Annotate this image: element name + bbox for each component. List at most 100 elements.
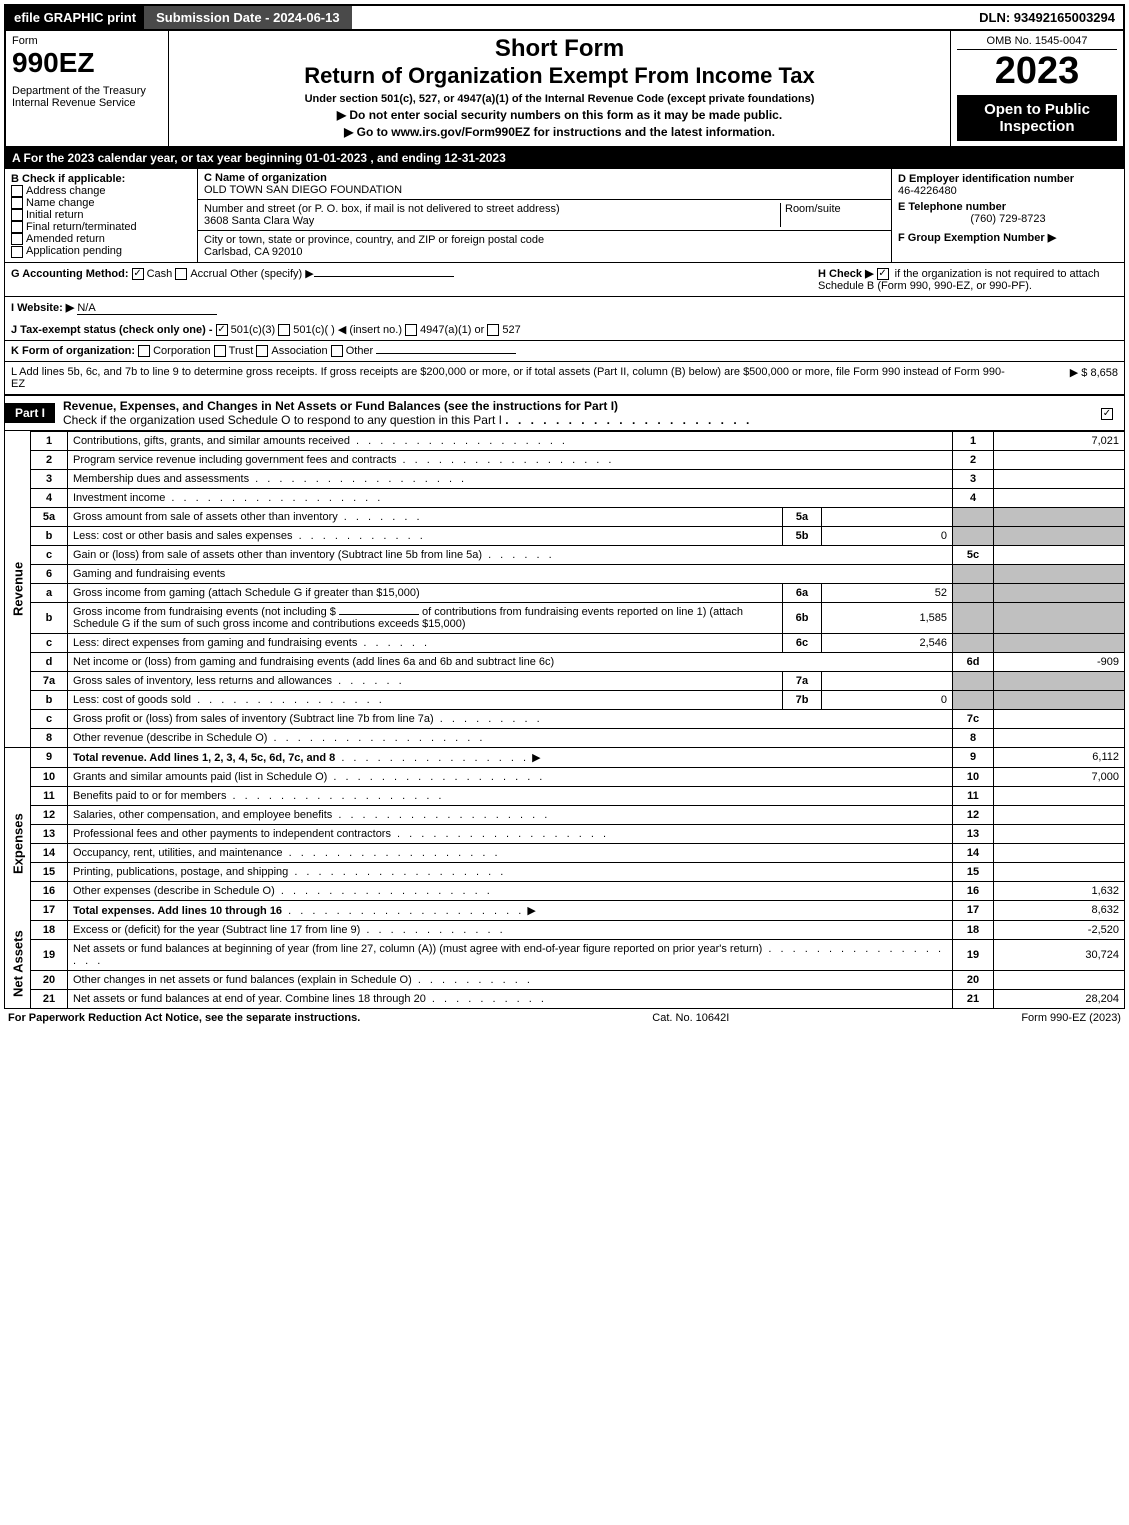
efile-print-label[interactable]: efile GRAPHIC print — [6, 6, 144, 29]
short-form-title: Short Form — [175, 35, 944, 63]
omb-number: OMB No. 1545-0047 — [957, 35, 1117, 50]
line4-val — [994, 488, 1125, 507]
line7b-desc: Less: cost of goods sold — [73, 694, 191, 706]
line12-num: 12 — [953, 805, 994, 824]
line12-val — [994, 805, 1125, 824]
footer-left: For Paperwork Reduction Act Notice, see … — [8, 1012, 360, 1024]
line8-val — [994, 728, 1125, 747]
line6c-subnum: 6c — [783, 633, 822, 652]
k-other-input[interactable] — [376, 353, 516, 354]
k-corp: Corporation — [153, 345, 210, 357]
line11-num: 11 — [953, 786, 994, 805]
footer-mid: Cat. No. 10642I — [652, 1012, 729, 1024]
checkbox-501c3[interactable] — [216, 324, 228, 336]
line6b-input[interactable] — [339, 614, 419, 615]
line5a-desc: Gross amount from sale of assets other t… — [73, 511, 338, 523]
checkbox-501c[interactable] — [278, 324, 290, 336]
dots: . . . . . . . . . . . . . . . . . . . . — [505, 413, 752, 427]
expenses-sidelabel: Expenses — [5, 767, 31, 920]
website-value: N/A — [77, 302, 217, 315]
line1-val: 7,021 — [994, 431, 1125, 450]
line19-val: 30,724 — [994, 939, 1125, 970]
entity-block: B Check if applicable: Address change Na… — [4, 169, 1125, 263]
j-527: 527 — [502, 324, 520, 336]
accrual-label: Accrual — [190, 268, 227, 280]
submission-date: Submission Date - 2024-06-13 — [144, 6, 352, 29]
line6d-val: -909 — [994, 652, 1125, 671]
name-change-label: Name change — [26, 197, 95, 209]
cash-label: Cash — [147, 268, 173, 280]
part1-lines-table: Revenue 1 Contributions, gifts, grants, … — [4, 431, 1125, 1009]
street-label: Number and street (or P. O. box, if mail… — [204, 203, 780, 215]
checkbox-accrual[interactable] — [175, 268, 187, 280]
k-assoc: Association — [271, 345, 327, 357]
checkbox-527[interactable] — [487, 324, 499, 336]
line4-desc: Investment income — [73, 492, 165, 504]
line15-desc: Printing, publications, postage, and shi… — [73, 866, 288, 878]
checkbox-app-pending[interactable] — [11, 246, 23, 258]
line-j: J Tax-exempt status (check only one) - 5… — [4, 319, 1125, 340]
line2-val — [994, 450, 1125, 469]
checkbox-final-return[interactable] — [11, 221, 23, 233]
line3-desc: Membership dues and assessments — [73, 473, 249, 485]
netassets-sidelabel: Net Assets — [5, 920, 31, 1008]
line5c-desc: Gain or (loss) from sale of assets other… — [73, 549, 482, 561]
revenue-sidelabel: Revenue — [5, 431, 31, 747]
part1-header: Part I Revenue, Expenses, and Changes in… — [4, 395, 1125, 431]
arrow-icon: ▶ — [532, 752, 540, 764]
checkbox-name-change[interactable] — [11, 197, 23, 209]
l-value: ▶ $ 8,658 — [1018, 366, 1118, 390]
city-label: City or town, state or province, country… — [204, 234, 885, 246]
initial-return-label: Initial return — [26, 209, 83, 221]
no-ssn-notice: ▶ Do not enter social security numbers o… — [175, 108, 944, 122]
line7c-desc: Gross profit or (loss) from sales of inv… — [73, 713, 434, 725]
line14-num: 14 — [953, 843, 994, 862]
line9-num: 9 — [953, 747, 994, 767]
line9-desc: Total revenue. Add lines 1, 2, 3, 4, 5c,… — [73, 752, 335, 764]
other-specify-label: Other (specify) ▶ — [230, 268, 314, 280]
checkbox-schedule-o[interactable] — [1101, 408, 1113, 420]
other-specify-input[interactable] — [314, 276, 454, 277]
line6d-desc: Net income or (loss) from gaming and fun… — [73, 656, 554, 668]
goto-link[interactable]: ▶ Go to www.irs.gov/Form990EZ for instru… — [175, 125, 944, 139]
line7b-subval: 0 — [822, 690, 953, 709]
col-d-ein-phone: D Employer identification number 46-4226… — [891, 169, 1124, 262]
line6-desc: Gaming and fundraising events — [68, 564, 953, 583]
k-label: K Form of organization: — [11, 345, 135, 357]
line7a-subnum: 7a — [783, 671, 822, 690]
f-group-exemption: F Group Exemption Number ▶ — [898, 231, 1118, 244]
checkbox-cash[interactable] — [132, 268, 144, 280]
line15-val — [994, 862, 1125, 881]
checkbox-other-org[interactable] — [331, 345, 343, 357]
line5b-desc: Less: cost or other basis and sales expe… — [73, 530, 293, 542]
checkbox-address-change[interactable] — [11, 185, 23, 197]
g-label: G Accounting Method: — [11, 268, 129, 280]
l-text: L Add lines 5b, 6c, and 7b to line 9 to … — [11, 366, 1018, 390]
line6c-subval: 2,546 — [822, 633, 953, 652]
col-b-checkboxes: B Check if applicable: Address change Na… — [5, 169, 198, 262]
topbar: efile GRAPHIC print Submission Date - 20… — [4, 4, 1125, 31]
line-l: L Add lines 5b, 6c, and 7b to line 9 to … — [4, 361, 1125, 395]
line14-desc: Occupancy, rent, utilities, and maintena… — [73, 847, 283, 859]
header-right: OMB No. 1545-0047 2023 Open to Public In… — [950, 31, 1123, 146]
line6a-subval: 52 — [822, 583, 953, 602]
checkbox-initial-return[interactable] — [11, 209, 23, 221]
checkbox-assoc[interactable] — [256, 345, 268, 357]
line11-val — [994, 786, 1125, 805]
line8-desc: Other revenue (describe in Schedule O) — [73, 732, 267, 744]
checkbox-amended-return[interactable] — [11, 233, 23, 245]
checkbox-trust[interactable] — [214, 345, 226, 357]
header-center: Short Form Return of Organization Exempt… — [169, 31, 950, 146]
line13-desc: Professional fees and other payments to … — [73, 828, 391, 840]
line20-val — [994, 970, 1125, 989]
amended-return-label: Amended return — [26, 233, 105, 245]
checkbox-4947[interactable] — [405, 324, 417, 336]
line21-num: 21 — [953, 989, 994, 1008]
line17-num: 17 — [953, 900, 994, 920]
line9-val: 6,112 — [994, 747, 1125, 767]
d-ein-label: D Employer identification number — [898, 173, 1118, 185]
checkbox-corp[interactable] — [138, 345, 150, 357]
checkbox-h[interactable] — [877, 268, 889, 280]
line-g-h: G Accounting Method: Cash Accrual Other … — [4, 263, 1125, 297]
line15-num: 15 — [953, 862, 994, 881]
